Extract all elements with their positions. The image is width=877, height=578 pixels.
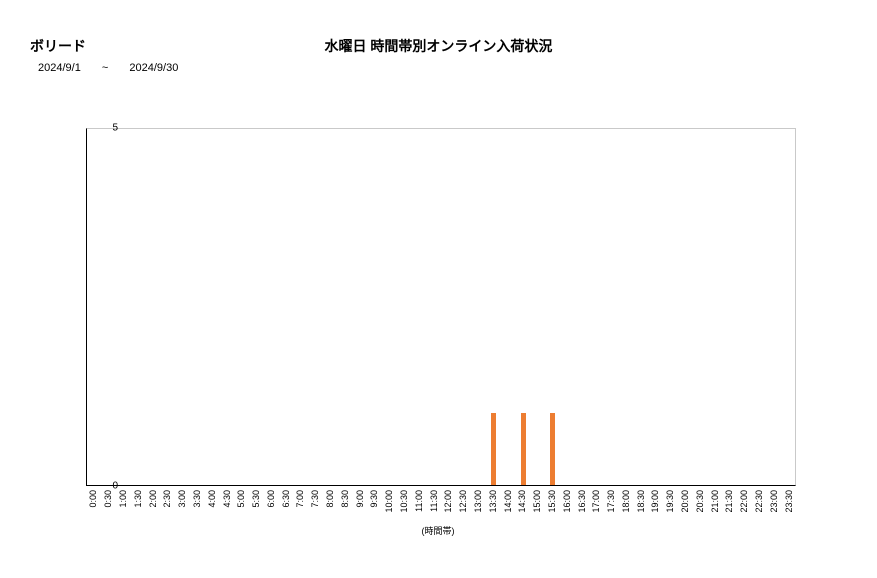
xtick-label: 3:00	[177, 490, 187, 508]
xtick-label: 4:00	[207, 490, 217, 508]
xaxis-title: (時間帯)	[38, 524, 838, 537]
xtick-label: 14:30	[517, 490, 527, 513]
bar	[550, 413, 555, 485]
xtick-label: 7:30	[310, 490, 320, 508]
xtick-label: 18:30	[636, 490, 646, 513]
xtick-label: 18:00	[621, 490, 631, 513]
xtick-label: 11:00	[414, 490, 424, 512]
xtick-label: 6:30	[281, 490, 291, 508]
xtick-label: 14:00	[503, 490, 513, 513]
header: ボリード 水曜日 時間帯別オンライン入荷状況 2024/9/1 ~ 2024/9…	[0, 0, 877, 90]
xtick-label: 5:00	[236, 490, 246, 508]
xtick-label: 19:00	[650, 490, 660, 513]
xtick-label: 9:00	[355, 490, 365, 508]
xtick-label: 22:00	[739, 490, 749, 513]
chart-area: 05 0:000:301:001:302:002:303:003:304:004…	[38, 128, 838, 538]
xtick-label: 16:00	[562, 490, 572, 513]
date-to: 2024/9/30	[129, 62, 178, 74]
plot-region	[86, 128, 796, 486]
xtick-label: 23:30	[784, 490, 794, 513]
xtick-label: 0:00	[88, 490, 98, 508]
xtick-label: 8:30	[340, 490, 350, 508]
xtick-label: 15:00	[532, 490, 542, 513]
xtick-label: 12:00	[443, 490, 453, 513]
xtick-label: 6:00	[266, 490, 276, 508]
chart-title: 水曜日 時間帯別オンライン入荷状況	[0, 36, 877, 56]
xtick-label: 20:30	[695, 490, 705, 513]
xtick-label: 7:00	[295, 490, 305, 508]
xtick-label: 10:30	[399, 490, 409, 513]
xtick-label: 20:00	[680, 490, 690, 513]
xtick-label: 2:30	[162, 490, 172, 508]
xtick-label: 13:00	[473, 490, 483, 513]
xtick-label: 23:00	[769, 490, 779, 513]
xtick-label: 15:30	[547, 490, 557, 513]
xtick-label: 11:30	[429, 490, 439, 512]
xtick-label: 10:00	[384, 490, 394, 513]
xtick-label: 9:30	[369, 490, 379, 508]
xtick-label: 3:30	[192, 490, 202, 508]
xtick-label: 5:30	[251, 490, 261, 508]
xtick-label: 0:30	[103, 490, 113, 508]
xtick-label: 17:30	[606, 490, 616, 513]
xtick-label: 12:30	[458, 490, 468, 513]
xtick-label: 19:30	[665, 490, 675, 513]
xtick-label: 22:30	[754, 490, 764, 513]
bar	[491, 413, 496, 485]
bar	[521, 413, 526, 485]
xtick-label: 1:30	[133, 490, 143, 508]
xtick-label: 13:30	[488, 490, 498, 513]
xtick-label: 21:00	[710, 490, 720, 513]
xtick-label: 17:00	[591, 490, 601, 513]
xtick-label: 8:00	[325, 490, 335, 508]
xtick-label: 4:30	[222, 490, 232, 508]
xtick-label: 16:30	[577, 490, 587, 513]
xtick-label: 1:00	[118, 490, 128, 508]
date-from: 2024/9/1	[38, 62, 81, 74]
ytick-label: 5	[112, 123, 118, 134]
xtick-label: 21:30	[724, 490, 734, 513]
date-separator: ~	[102, 62, 108, 74]
xtick-label: 2:00	[148, 490, 158, 508]
date-range: 2024/9/1 ~ 2024/9/30	[38, 62, 178, 74]
